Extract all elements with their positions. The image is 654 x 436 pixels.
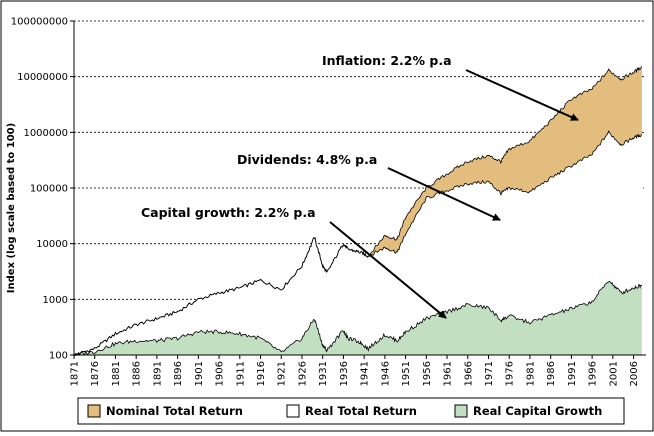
y-tick-labels: 100 1000 10000 100000 1000000 10000000 1000000… [11, 17, 74, 362]
x-tick-label: 1966 [463, 361, 474, 386]
series-real-total-return-band [74, 131, 646, 357]
x-tick-label: 1931 [318, 361, 329, 386]
annotation-capital-growth-arrow [329, 221, 447, 319]
x-tick-label: 1981 [525, 361, 536, 386]
legend-box [77, 397, 625, 425]
x-tick-label: 1926 [297, 361, 308, 386]
x-tick-label: 1991 [567, 361, 578, 386]
series-real-total-return-line [73, 130, 643, 357]
annotation-inflation: Inflation: 2.2% p.a [322, 53, 452, 68]
x-tick-label: 2006 [629, 361, 640, 386]
y-tick-label: 1000000 [23, 128, 68, 139]
x-tick-label: 1951 [401, 361, 412, 386]
x-tick-label: 1921 [277, 361, 288, 386]
x-tick-label: 1906 [215, 361, 226, 386]
area-layer [73, 66, 646, 357]
x-tick-label: 1956 [422, 361, 433, 386]
series-nominal-total-return-band [74, 66, 642, 357]
legend-label-real-total-return: Real Total Return [305, 404, 417, 418]
x-tick-label: 1871 [70, 361, 81, 386]
legend-swatch-real-total-return [286, 404, 300, 418]
y-tick-label: 1000 [43, 295, 68, 306]
series-real-capital-growth-area [74, 281, 642, 356]
x-tick-label: 1911 [235, 361, 246, 386]
annotation-dividends: Dividends: 4.8% p.a [237, 152, 377, 167]
x-tick-label: 1876 [90, 361, 101, 386]
x-tick-label: 1971 [484, 361, 495, 386]
x-tick-label: 1961 [443, 361, 454, 386]
y-tick-label: 10000 [36, 239, 68, 250]
x-tick-label: 1901 [194, 361, 205, 386]
legend-swatch-nominal-total-return [87, 404, 101, 418]
x-tick-label: 1916 [256, 361, 267, 386]
legend-label-real-capital-growth: Real Capital Growth [473, 404, 602, 418]
annotation-dividends-arrow [387, 167, 501, 221]
x-tick-label: 1896 [173, 361, 184, 386]
x-tick-label: 1881 [111, 361, 122, 386]
x-tick-label: 1986 [546, 361, 557, 386]
annotation-inflation-arrow [465, 69, 579, 121]
y-tick-label: 100000 [30, 184, 68, 195]
annotation-capital-growth: Capital growth: 2.2% p.a [141, 205, 316, 220]
y-axis-label: Index (log scale based to 100) [6, 123, 17, 293]
x-tick-label: 1891 [152, 361, 163, 386]
series-real-capital-growth-line [73, 280, 643, 357]
y-tick-label: 10000000 [17, 72, 68, 83]
annotations: Inflation: 2.2% p.a Dividends: 4.8% p.a … [141, 53, 579, 319]
y-tick-label: 100000000 [11, 17, 68, 28]
x-tick-label: 2001 [608, 361, 619, 386]
x-tick-label: 1996 [588, 361, 599, 386]
legend-swatch-real-capital-growth [454, 404, 468, 418]
x-tick-label: 1941 [360, 361, 371, 386]
x-tick-label: 1946 [380, 361, 391, 386]
y-tick-label: 100 [49, 351, 68, 362]
x-tick-label: 1936 [339, 361, 350, 386]
x-tick-label: 1976 [505, 361, 516, 386]
x-tick-labels: 1871 1876 1881 1886 1891 1896 1901 1906 1911 1916… [70, 355, 640, 386]
x-tick-label: 1886 [132, 361, 143, 386]
legend: Nominal Total Return Real Total Return R… [77, 397, 625, 425]
legend-label-nominal-total-return: Nominal Total Return [106, 404, 243, 418]
